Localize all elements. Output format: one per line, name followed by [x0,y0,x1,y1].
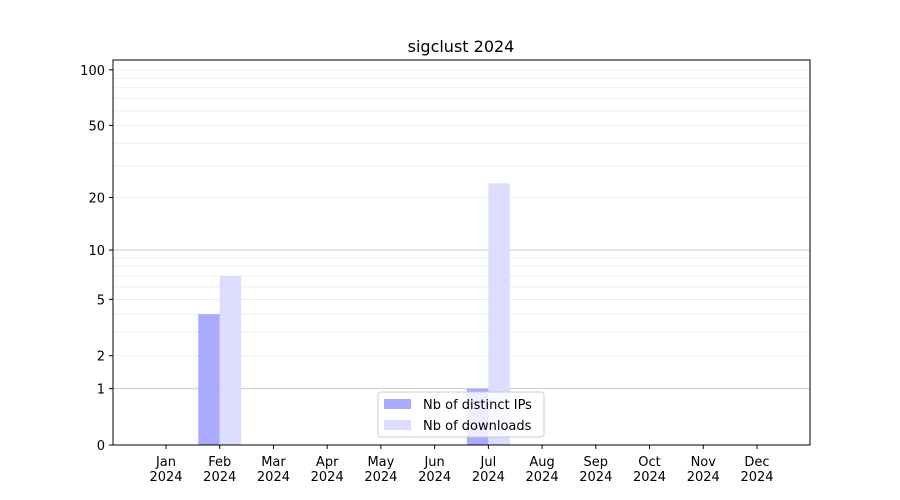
bar [198,314,220,445]
legend-frame [377,391,545,438]
x-tick-label: Feb 2024 [203,455,236,485]
y-tick-label: 20 [88,192,105,207]
y-tick-label: 100 [80,64,105,79]
bar [488,183,510,445]
bar [219,275,242,445]
x-tick-label: Jul 2024 [472,455,505,485]
x-tick-label: Sep 2024 [579,455,612,485]
chart-title: sigclust 2024 [408,37,515,56]
y-tick-label: 0 [97,439,105,454]
x-axis: Jan 2024 Feb 2024 Mar 2024 Apr 2024 May 2024 Jun 20… [149,445,774,485]
y-tick-label: 5 [97,293,105,308]
x-tick-label: Nov 2024 [687,455,720,485]
plot-frame [112,59,811,446]
y-tick-label: 1 [97,383,105,398]
legend-label: Nb of distinct IPs [423,398,532,413]
x-tick-label: May 2024 [364,455,397,485]
legend: Nb of distinct IPs Nb of downloads [377,391,545,438]
legend-label: Nb of downloads [423,419,532,434]
x-tick-label: Oct 2024 [633,455,666,485]
y-tick-label: 10 [88,244,105,259]
x-tick-label: Mar 2024 [257,455,290,485]
legend-swatch [384,420,411,430]
x-tick-label: Aug 2024 [526,455,559,485]
y-tick-label: 50 [88,119,105,134]
x-tick-label: Jun 2024 [418,455,451,485]
x-tick-label: Jan 2024 [149,455,182,485]
y-axis: 0 1 2 5 10 20 50 100 [80,64,113,454]
x-tick-label: Dec 2024 [740,455,773,485]
x-tick-label: Apr 2024 [311,455,344,485]
y-tick-label: 2 [97,350,105,365]
legend-swatch [384,399,411,409]
